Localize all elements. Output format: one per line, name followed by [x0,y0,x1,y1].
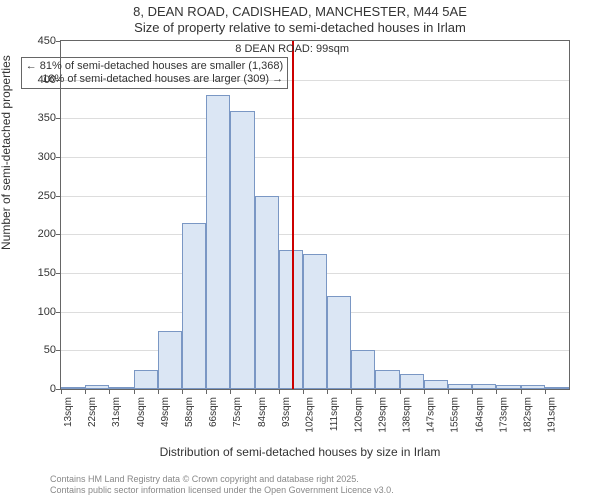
x-tick-label: 173sqm [498,397,509,433]
histogram-bar [375,370,399,389]
x-tick-label: 75sqm [232,397,243,427]
y-tick-label: 350 [26,112,56,124]
histogram-bar [85,385,109,389]
y-tick-mark [56,196,61,197]
histogram-bar [158,331,182,389]
x-tick-mark [109,389,110,394]
x-tick-mark [400,389,401,394]
y-tick-label: 50 [26,344,56,356]
chart-title-line2: Size of property relative to semi-detach… [0,20,600,35]
x-tick-mark [182,389,183,394]
x-tick-label: 93sqm [281,397,292,427]
annotation-smaller: ← 81% of semi-detached houses are smalle… [26,60,283,73]
y-tick-mark [56,273,61,274]
y-tick-mark [56,234,61,235]
plot-area: 05010015020025030035040045013sqm22sqm31s… [60,40,570,390]
histogram-bar [327,296,351,389]
x-tick-label: 49sqm [160,397,171,427]
histogram-bar [351,350,375,389]
x-tick-label: 164sqm [474,397,485,433]
x-tick-label: 191sqm [547,397,558,433]
x-tick-label: 111sqm [329,397,340,431]
x-tick-mark [61,389,62,394]
histogram-bar [424,380,448,389]
histogram-bar [182,223,206,389]
y-tick-mark [56,350,61,351]
histogram-bar [255,196,279,389]
x-tick-mark [521,389,522,394]
y-tick-label: 100 [26,306,56,318]
x-tick-label: 102sqm [305,397,316,433]
x-tick-mark [158,389,159,394]
x-tick-label: 40sqm [136,397,147,427]
y-tick-label: 150 [26,267,56,279]
x-tick-mark [351,389,352,394]
y-tick-label: 200 [26,228,56,240]
gridline [61,196,569,197]
x-tick-mark [375,389,376,394]
x-tick-label: 129sqm [377,397,388,433]
x-tick-label: 22sqm [87,397,98,427]
x-tick-mark [448,389,449,394]
x-tick-mark [472,389,473,394]
property-marker-line [292,41,294,389]
histogram-bar [448,384,472,389]
x-tick-label: 13sqm [63,397,74,427]
histogram-bar [279,250,303,389]
x-tick-mark [496,389,497,394]
histogram-bar [230,111,254,389]
y-tick-mark [56,41,61,42]
x-tick-label: 84sqm [257,397,268,427]
annotation-title: 8 DEAN ROAD: 99sqm [212,43,372,56]
y-tick-label: 300 [26,151,56,163]
y-tick-label: 0 [26,383,56,395]
x-tick-label: 31sqm [111,397,122,427]
histogram-bar [206,95,230,389]
histogram-bar [61,387,85,389]
y-tick-label: 250 [26,190,56,202]
gridline [61,118,569,119]
x-tick-mark [255,389,256,394]
x-tick-label: 58sqm [184,397,195,427]
x-tick-label: 120sqm [353,397,364,433]
x-tick-label: 147sqm [426,397,437,433]
histogram-bar [545,387,569,389]
histogram-bar [400,374,424,389]
x-tick-mark [85,389,86,394]
x-tick-label: 155sqm [450,397,461,433]
y-tick-mark [56,118,61,119]
x-tick-mark [424,389,425,394]
histogram-bar [496,385,520,389]
histogram-bar [303,254,327,389]
x-tick-mark [279,389,280,394]
histogram-bar [521,385,545,389]
x-tick-label: 182sqm [523,397,534,433]
annotation-larger: 18% of semi-detached houses are larger (… [26,73,283,86]
y-tick-label: 450 [26,35,56,47]
x-axis-label: Distribution of semi-detached houses by … [0,445,600,459]
attribution-text: Contains HM Land Registry data © Crown c… [50,474,394,497]
x-tick-mark [545,389,546,394]
y-tick-mark [56,157,61,158]
gridline [61,157,569,158]
x-tick-mark [303,389,304,394]
chart-title-line1: 8, DEAN ROAD, CADISHEAD, MANCHESTER, M44… [0,4,600,19]
annotation-box: ← 81% of semi-detached houses are smalle… [21,57,288,89]
x-tick-label: 138sqm [402,397,413,433]
x-tick-mark [206,389,207,394]
x-tick-label: 66sqm [208,397,219,427]
y-axis-label: Number of semi-detached properties [0,55,13,250]
histogram-bar [109,387,133,389]
histogram-bar [472,384,496,389]
x-tick-mark [327,389,328,394]
histogram-bar [134,370,158,389]
x-tick-mark [230,389,231,394]
gridline [61,234,569,235]
x-tick-mark [134,389,135,394]
y-tick-mark [56,312,61,313]
